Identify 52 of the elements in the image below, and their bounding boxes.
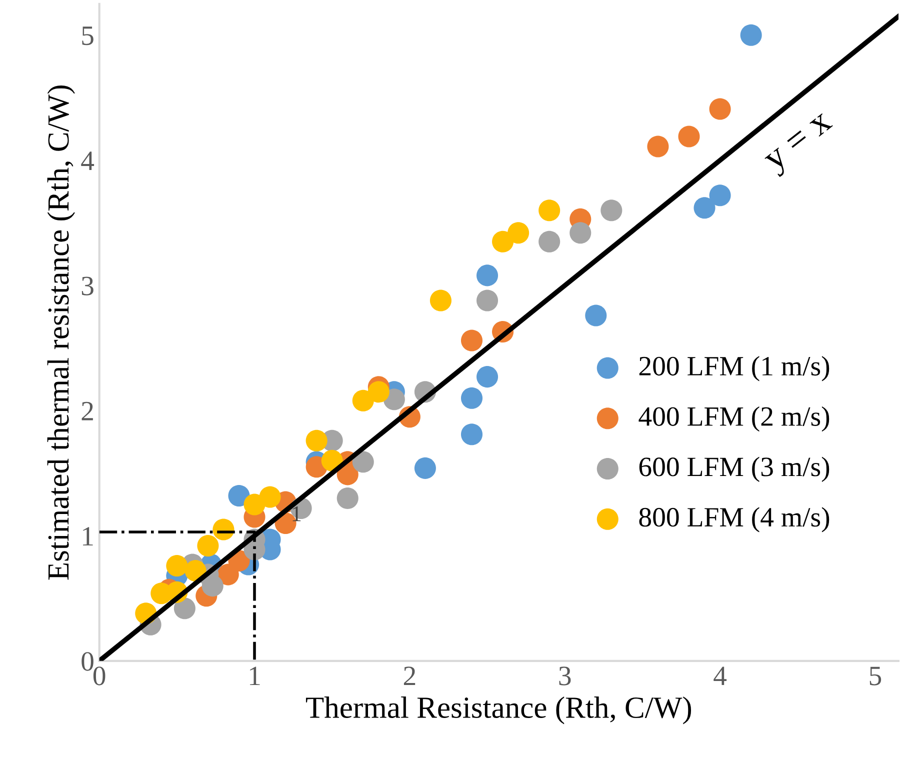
- y-tick-label: 5: [82, 26, 94, 46]
- point: [306, 430, 328, 452]
- point: [709, 98, 731, 120]
- x-tick-label: 3: [559, 666, 571, 686]
- point: [228, 484, 250, 506]
- y-tick-label: 1: [83, 527, 93, 546]
- x-tick-label: 1: [250, 666, 260, 686]
- annotation: y = x: [764, 112, 838, 178]
- point: [538, 200, 560, 222]
- point: [709, 184, 731, 206]
- point: [492, 230, 514, 252]
- point: [202, 575, 224, 597]
- point: [740, 24, 762, 46]
- point: [538, 230, 560, 252]
- point: [430, 290, 452, 312]
- annotation: 1: [292, 506, 301, 522]
- legend-label: 200 LFM (1 m/s): [639, 356, 830, 382]
- y-tick-label: 2: [82, 402, 93, 420]
- legend-label: 400 LFM (2 m/s): [638, 406, 830, 432]
- point: [460, 330, 483, 352]
- point: [460, 387, 483, 409]
- point: [476, 366, 498, 388]
- point: [678, 126, 700, 148]
- x-tick-label: 2: [404, 666, 416, 686]
- point: [352, 390, 374, 412]
- point: [647, 136, 669, 158]
- y-axis-title: Estimated thermal resistance (Rth, C/W): [47, 86, 76, 580]
- point: [476, 264, 498, 286]
- point: [368, 381, 390, 403]
- x-tick-label: 5: [870, 666, 882, 686]
- x-tick-label: 4: [714, 666, 727, 686]
- point: [508, 222, 530, 244]
- y-tick-label: 3: [82, 276, 94, 296]
- point: [476, 290, 498, 312]
- point: [460, 424, 483, 446]
- point: [244, 494, 266, 516]
- legend-label: 800 LFM (4 m/s): [639, 507, 830, 532]
- x-axis-title: Thermal Resistance (Rth, C/W): [306, 696, 692, 724]
- point: [174, 598, 196, 620]
- point: [166, 555, 188, 577]
- point: [694, 197, 716, 219]
- point: [336, 487, 358, 509]
- y-tick-label: 4: [81, 152, 94, 170]
- point: [383, 388, 405, 410]
- point: [570, 222, 592, 244]
- y-tick-label: 0: [82, 652, 94, 671]
- point: [197, 535, 219, 557]
- point: [352, 451, 374, 473]
- point: [585, 304, 607, 326]
- point: [600, 200, 622, 222]
- point: [414, 457, 436, 479]
- legend-label: 600 LFM (3 m/s): [639, 456, 830, 482]
